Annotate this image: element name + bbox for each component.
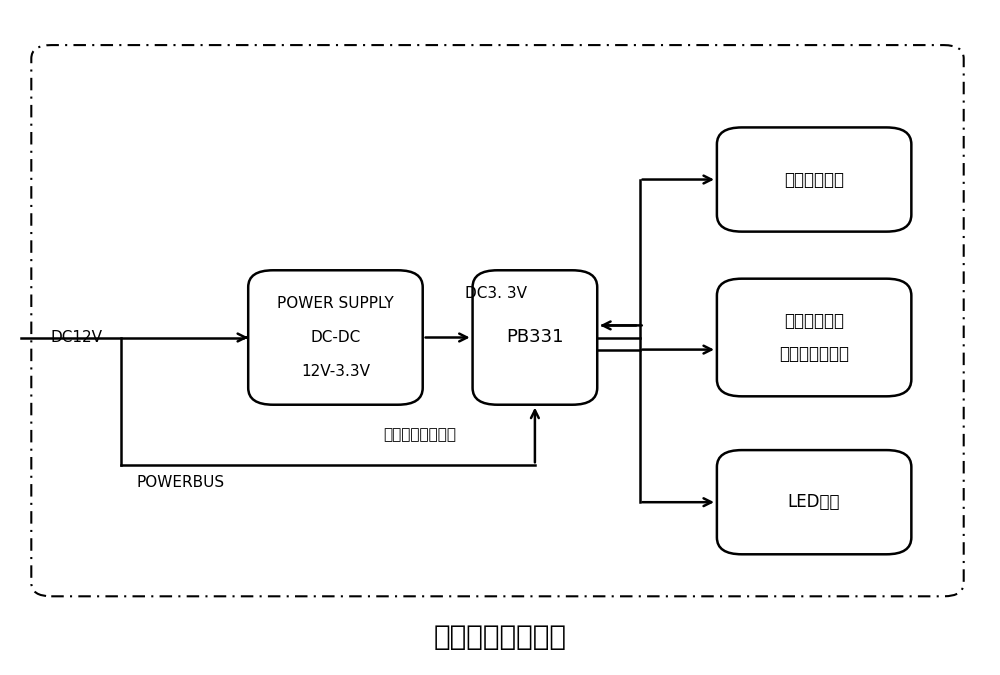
FancyBboxPatch shape (717, 279, 911, 396)
Text: 红外接收、发射: 红外接收、发射 (779, 346, 849, 363)
Text: PB331: PB331 (506, 329, 564, 346)
Text: LED显示: LED显示 (788, 493, 840, 511)
Text: 红外测距单元: 红外测距单元 (784, 312, 844, 329)
Text: DC-DC: DC-DC (310, 330, 361, 345)
Text: DC3. 3V: DC3. 3V (465, 286, 527, 301)
Text: DC12V: DC12V (50, 330, 102, 345)
Text: 光敏感应单元: 光敏感应单元 (784, 171, 844, 188)
FancyBboxPatch shape (473, 270, 597, 405)
Text: 智能感应装置从站: 智能感应装置从站 (434, 622, 566, 651)
FancyBboxPatch shape (717, 450, 911, 554)
FancyBboxPatch shape (248, 270, 423, 405)
Text: 整流、滤波、分压: 整流、滤波、分压 (384, 427, 457, 443)
FancyBboxPatch shape (717, 128, 911, 232)
Text: POWER SUPPLY: POWER SUPPLY (277, 296, 394, 311)
Text: POWERBUS: POWERBUS (137, 475, 225, 489)
Text: 12V-3.3V: 12V-3.3V (301, 364, 370, 379)
